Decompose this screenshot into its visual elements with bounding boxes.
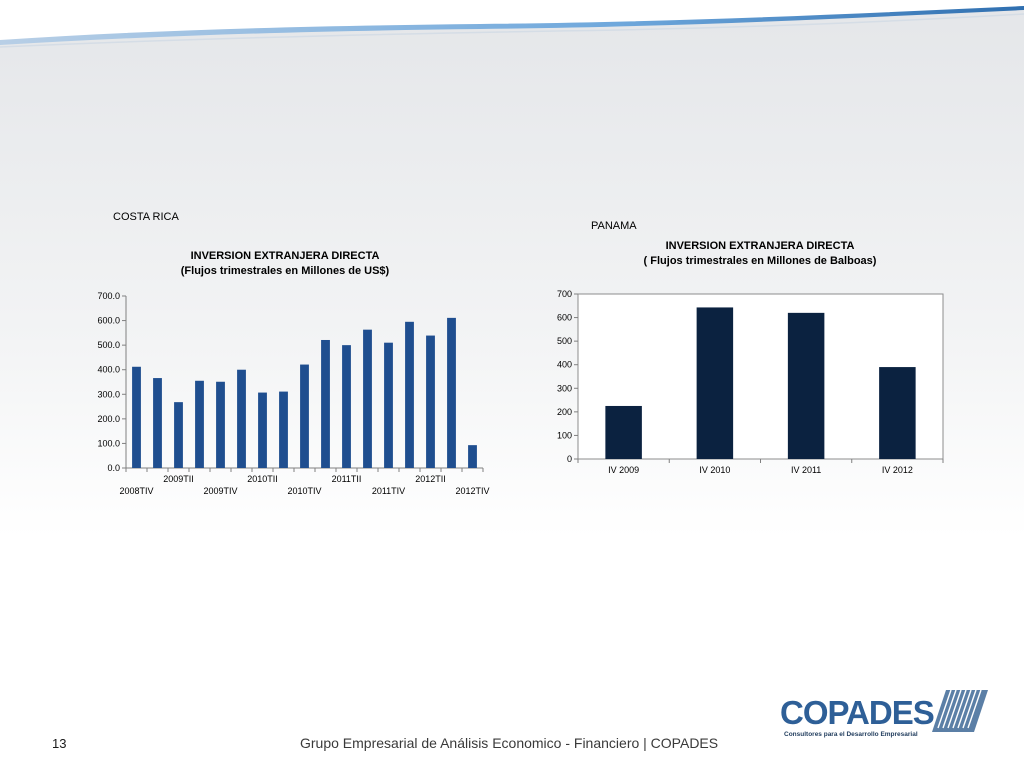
cr-x-label-lower: 2008TIV — [119, 486, 153, 496]
footer-text: Grupo Empresarial de Análisis Economico … — [300, 735, 719, 751]
pa-y-tick-label: 600 — [557, 313, 572, 323]
cr-y-tick-label: 500.0 — [97, 340, 120, 350]
cr-y-tick-label: 200.0 — [97, 414, 120, 424]
costa-rica-subtitle: (Flujos trimestrales en Millones de US$) — [180, 265, 390, 277]
copades-logo-name: COPADES — [780, 694, 934, 731]
pa-y-tick-label: 400 — [557, 360, 572, 370]
pa-y-tick-label: 300 — [557, 383, 572, 393]
pa-bar-IV-2010 — [696, 307, 734, 459]
cr-x-label-upper: 2010TII — [247, 474, 278, 484]
cr-x-label-lower: 2011TIV — [372, 486, 405, 496]
pa-y-tick-label: 200 — [557, 407, 572, 417]
copades-logo-mark — [932, 689, 988, 732]
cr-x-label-upper: 2011TII — [332, 474, 362, 484]
panama-subtitle: ( Flujos trimestrales en Millones de Bal… — [643, 255, 877, 267]
cr-x-label-upper: 2012TII — [415, 474, 446, 484]
pa-y-tick-label: 0 — [567, 454, 572, 464]
cr-y-tick-label: 300.0 — [97, 389, 120, 399]
cr-x-label-lower: 2009TIV — [203, 486, 237, 496]
panama-title: INVERSION EXTRANJERA DIRECTA — [665, 240, 855, 252]
pa-x-label: IV 2012 — [882, 465, 913, 475]
cr-y-tick-label: 400.0 — [97, 365, 120, 375]
costa-rica-title: INVERSION EXTRANJERA DIRECTA — [190, 250, 380, 262]
cr-bar-2010TIV — [300, 364, 309, 468]
costa-rica-bar-chart: 0.0 100.0 200.0 300.0 400.0 500.0 600.0 700.0 20… — [97, 291, 489, 496]
cr-y-tick-label: 700.0 — [97, 291, 120, 301]
pa-bar-IV-2012 — [879, 367, 916, 459]
pa-x-label: IV 2011 — [791, 465, 821, 475]
cr-x-label-lower: 2010TIV — [287, 486, 321, 496]
pa-x-label: IV 2009 — [608, 465, 639, 475]
pa-x-label: IV 2010 — [699, 465, 730, 475]
panama-label: PANAMA — [591, 220, 637, 232]
cr-bar-2009TIV — [216, 381, 225, 468]
cr-bar-2012TII — [426, 335, 435, 468]
costa-rica-chart-title: INVERSION EXTRANJERA DIRECTA (Flujos tri… — [120, 249, 450, 279]
cr-bar-2011TIII — [363, 329, 372, 468]
cr-bar-2012TIV — [468, 445, 477, 468]
cr-bar-2009TII — [174, 402, 183, 468]
pa-bar-IV-2011 — [787, 312, 825, 459]
cr-bar-2010TII — [258, 392, 267, 468]
cr-bar-2010TI — [237, 369, 246, 468]
costa-rica-label: COSTA RICA — [113, 211, 179, 223]
pa-y-tick-label: 500 — [557, 336, 572, 346]
cr-x-label-upper: 2009TII — [163, 474, 194, 484]
cr-y-tick-label: 100.0 — [97, 438, 120, 448]
copades-logo: COPADES Consultores para el Desarrollo E… — [780, 689, 988, 738]
copades-logo-tagline: Consultores para el Desarrollo Empresari… — [784, 731, 918, 738]
cr-bar-2011TI — [321, 339, 330, 468]
cr-y-tick-label: 0.0 — [107, 463, 120, 473]
pa-y-tick-label: 700 — [557, 289, 572, 299]
cr-y-tick-label: 600.0 — [97, 316, 120, 326]
cr-x-label-lower: 2012TIV — [455, 486, 489, 496]
top-wave-decoration — [0, 6, 1024, 45]
cr-bar-2009TIII — [195, 380, 204, 468]
cr-bar-2008TIV — [132, 366, 141, 468]
cr-bar-2011TIV — [384, 342, 393, 468]
cr-bar-2012TI — [405, 321, 414, 468]
pa-bar-IV-2009 — [605, 405, 642, 459]
cr-bar-2010TIII — [279, 391, 288, 468]
cr-bar-2009TI — [153, 378, 162, 468]
panama-bar-chart: 0 100 200 300 400 500 600 700 IV 2009 IV 2010 IV 2… — [557, 289, 944, 475]
page-number: 13 — [52, 736, 67, 751]
cr-bar-2011TII — [342, 345, 351, 468]
cr-bar-2012TIII — [447, 317, 456, 468]
pa-y-tick-label: 100 — [557, 430, 572, 440]
panama-chart-title: INVERSION EXTRANJERA DIRECTA ( Flujos tr… — [590, 239, 930, 269]
